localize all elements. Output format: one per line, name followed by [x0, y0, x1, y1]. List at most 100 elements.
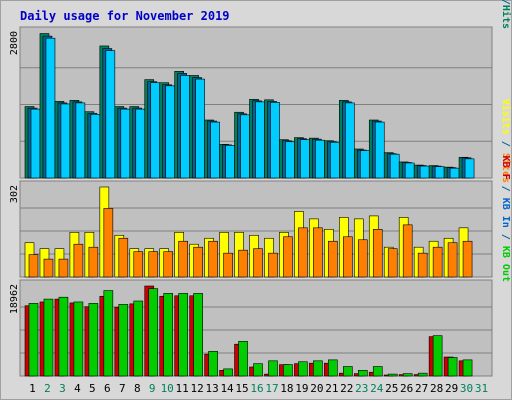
- x-tick-label: 15: [235, 382, 248, 395]
- x-tick-label: 8: [134, 382, 141, 395]
- bar-kb-out: [58, 296, 69, 377]
- x-tick-label: 18: [280, 382, 293, 395]
- x-tick-label: 29: [445, 382, 458, 395]
- x-tick-label: 28: [430, 382, 443, 395]
- x-tick-label: 13: [205, 382, 218, 395]
- bar-kb-out: [298, 361, 308, 377]
- bar-pages: [359, 150, 370, 179]
- bar-sites: [313, 227, 323, 278]
- bar-kb-out: [372, 366, 383, 377]
- bar-pages: [135, 108, 146, 179]
- bar-sites: [103, 208, 114, 278]
- bar-sites: [163, 251, 174, 278]
- x-tick-label: 11: [176, 382, 189, 395]
- bar-kb-out: [208, 351, 218, 377]
- bar-sites: [118, 237, 129, 278]
- x-tick-label: 21: [325, 382, 338, 395]
- legend-entry: KB F: [500, 156, 511, 180]
- bar-kb-out: [447, 357, 458, 377]
- x-tick-label: 7: [119, 382, 126, 395]
- panel-bottom: 18962 KB F / KB In / KB Out: [9, 156, 511, 377]
- bar-sites: [283, 236, 293, 278]
- x-tick-label: 10: [161, 382, 174, 395]
- bar-kb-out: [387, 373, 398, 377]
- x-tick-label: 24: [370, 382, 384, 395]
- bar-sites: [148, 251, 159, 278]
- bar-pages: [105, 50, 116, 179]
- bar-sites: [208, 240, 218, 278]
- bar-pages: [30, 108, 41, 179]
- bar-pages: [75, 102, 86, 179]
- legend-label: Pages/Files/Hits: [500, 0, 512, 29]
- bar-kb-out: [28, 303, 39, 377]
- bar-pages: [180, 75, 190, 179]
- bar-pages: [195, 78, 205, 179]
- y-axis-max-label: 2800: [9, 31, 20, 55]
- bar-sites: [298, 227, 308, 278]
- bar-pages: [434, 166, 445, 179]
- bar-kb-out: [73, 301, 84, 377]
- bar-sites: [28, 254, 39, 278]
- x-tick-label: 22: [340, 382, 353, 395]
- bar-kb-out: [163, 293, 174, 377]
- bar-pages: [464, 158, 475, 179]
- x-tick-label: 3: [59, 382, 66, 395]
- bar-pages: [285, 141, 295, 179]
- chart-title: Daily usage for November 2019: [20, 9, 230, 23]
- bar-sites: [402, 224, 413, 278]
- bar-kb-out: [432, 335, 443, 377]
- x-tick-label: 31: [475, 382, 488, 395]
- bar-kb-out: [328, 359, 338, 377]
- bar-sites: [43, 258, 54, 278]
- bar-pages: [120, 108, 131, 179]
- bar-pages: [449, 167, 460, 179]
- x-tick-label: 27: [415, 382, 428, 395]
- panel-middle: 302 Visits / Sites: [9, 99, 512, 278]
- bar-sites: [88, 246, 99, 278]
- legend-entry: Hits: [500, 5, 512, 29]
- x-tick-label: 26: [400, 382, 413, 395]
- x-tick-label: 20: [310, 382, 323, 395]
- x-tick-label: 9: [149, 382, 156, 395]
- bar-pages: [300, 139, 310, 179]
- bar-pages: [165, 85, 176, 179]
- bar-kb-out: [313, 360, 323, 377]
- bar-sites: [73, 243, 84, 278]
- bar-sites: [343, 236, 353, 278]
- bar-sites: [357, 239, 368, 278]
- x-tick-label: 14: [220, 382, 234, 395]
- bar-pages: [404, 162, 415, 179]
- bar-kb-out: [88, 303, 99, 377]
- bar-sites: [58, 258, 69, 278]
- x-tick-label: 16: [250, 382, 263, 395]
- bar-sites: [238, 249, 248, 278]
- bar-kb-out: [223, 368, 233, 377]
- bar-pages: [90, 114, 101, 179]
- bar-kb-out: [103, 290, 114, 377]
- panel-background: [19, 279, 493, 377]
- bar-kb-out: [462, 359, 473, 377]
- bar-pages: [419, 165, 430, 179]
- bar-pages: [345, 102, 355, 179]
- bar-kb-out: [178, 293, 188, 377]
- bar-kb-out: [253, 363, 263, 377]
- bar-pages: [225, 145, 235, 179]
- legend-entry: KB In: [500, 198, 511, 228]
- bar-pages: [240, 114, 250, 179]
- bar-kb-out: [238, 341, 248, 377]
- bar-kb-out: [43, 298, 54, 377]
- bar-kb-out: [148, 288, 159, 377]
- bar-sites: [133, 251, 144, 278]
- x-tick-label: 2: [44, 382, 51, 395]
- legend-label: KB F / KB In / KB Out: [500, 156, 511, 282]
- bar-kb-out: [343, 366, 353, 377]
- bar-pages: [389, 153, 400, 179]
- bar-kb-out: [417, 372, 428, 377]
- x-tick-label: 30: [460, 382, 473, 395]
- bar-pages: [330, 141, 340, 179]
- legend-entry: KB Out: [500, 246, 511, 282]
- x-tick-label: 23: [355, 382, 368, 395]
- legend-entry: /: [500, 180, 511, 198]
- legend-entry: Sites: [500, 153, 512, 183]
